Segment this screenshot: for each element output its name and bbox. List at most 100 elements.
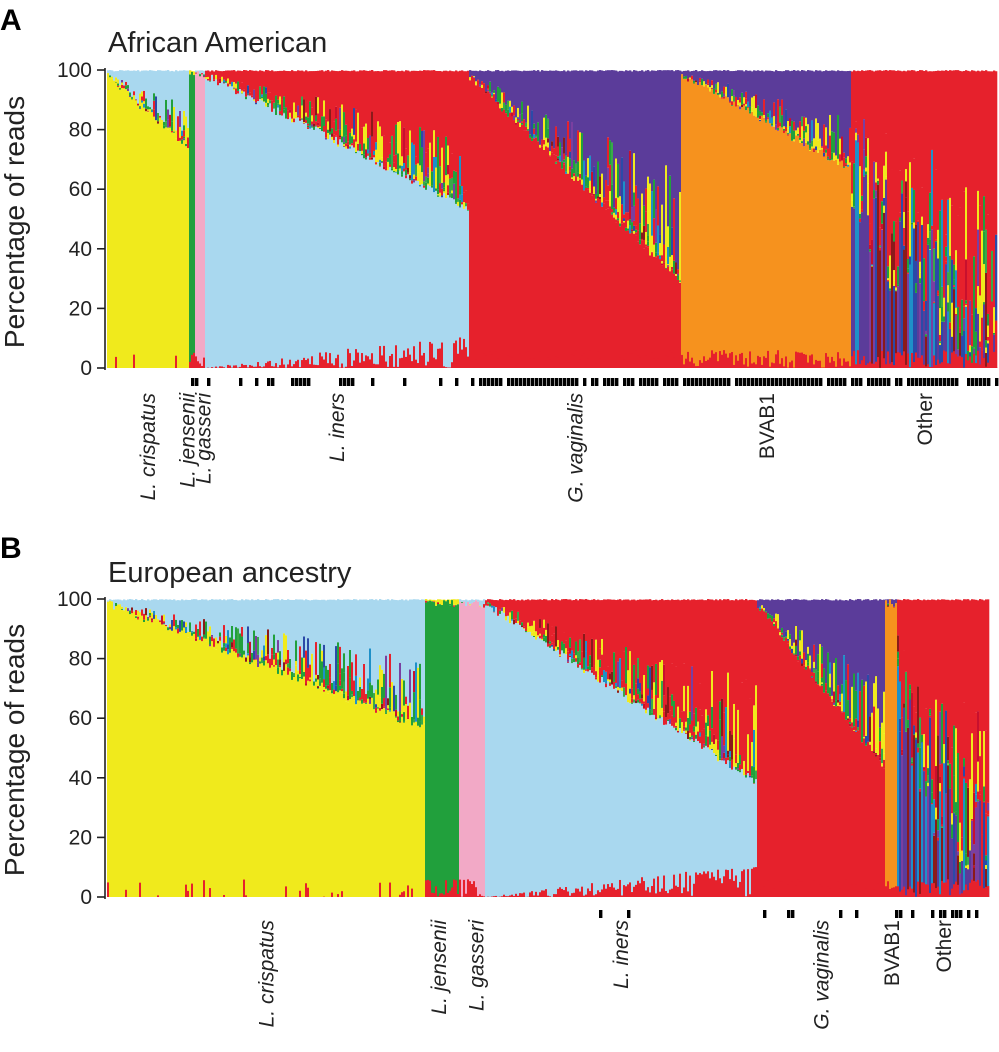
bar-segment	[379, 710, 382, 897]
bar-segment	[975, 71, 978, 309]
bar-segment	[913, 599, 916, 707]
bar-segment-minor	[817, 890, 820, 897]
bar-segment	[365, 159, 368, 368]
bar-segment	[347, 599, 350, 666]
bar-segment	[379, 126, 382, 160]
bar-segment-minor	[299, 367, 302, 368]
bar-segment	[427, 601, 430, 897]
bar-segment	[447, 194, 450, 368]
bar-segment	[841, 684, 844, 694]
bar-segment	[715, 83, 718, 90]
bar-segment	[617, 661, 620, 688]
bar-segment	[597, 681, 600, 897]
bar-segment	[853, 600, 856, 674]
bar-segment	[187, 148, 190, 368]
bar-segment	[167, 109, 170, 120]
bar-segment-minor	[727, 870, 730, 897]
bar-segment-minor	[199, 363, 202, 368]
bar-segment	[185, 626, 188, 633]
bar-segment	[255, 70, 258, 103]
bar-segment-minor	[733, 364, 736, 368]
bar-segment	[961, 71, 964, 300]
bar-segment	[351, 143, 354, 146]
bar-segment-minor	[961, 357, 964, 368]
bar-segment	[611, 212, 614, 215]
bar-segment	[935, 807, 938, 818]
bar-segment	[833, 691, 836, 703]
bar-segment	[771, 70, 774, 118]
bar-segment	[461, 194, 464, 203]
bar-segment	[375, 689, 378, 705]
bar-segment	[399, 662, 402, 712]
bar-segment-minor	[835, 884, 838, 897]
bar-segment-minor	[389, 355, 392, 368]
bar-segment	[265, 660, 268, 662]
bar-segment	[823, 124, 826, 153]
bar-segment	[915, 737, 918, 740]
bar-segment	[927, 71, 930, 225]
bar-segment	[383, 166, 386, 170]
sample-marker	[923, 378, 927, 386]
bar-segment-minor	[279, 365, 282, 368]
bar-segment	[807, 662, 810, 665]
bar-segment	[691, 71, 694, 76]
bar-segment	[407, 70, 410, 133]
bar-segment-minor	[367, 356, 370, 368]
bar-segment	[889, 599, 892, 897]
bar-segment	[793, 141, 796, 368]
bar-segment	[917, 599, 920, 687]
bar-segment	[423, 185, 426, 188]
bar-segment	[915, 739, 918, 897]
bar-segment	[969, 600, 972, 716]
bar-segment	[809, 148, 812, 150]
bar-segment	[115, 82, 118, 369]
bar-segment	[355, 675, 358, 705]
bar-segment	[227, 78, 230, 84]
bar-segment	[617, 197, 620, 213]
bar-segment-minor	[437, 348, 440, 368]
bar-segment	[819, 138, 822, 149]
bar-segment	[319, 681, 322, 686]
bar-segment	[141, 96, 144, 101]
bar-segment	[285, 118, 288, 369]
bar-segment-minor	[337, 354, 340, 368]
bar-segment	[535, 137, 538, 368]
bar-segment	[265, 87, 268, 94]
bar-segment	[875, 182, 878, 191]
bar-segment	[935, 766, 938, 808]
bar-segment	[495, 101, 498, 369]
bar-segment	[863, 599, 866, 686]
bar-segment	[959, 852, 962, 862]
bar-segment-minor	[543, 364, 546, 368]
bar-segment	[659, 599, 662, 663]
bar-segment	[493, 95, 496, 369]
bar-segment	[211, 74, 214, 368]
bar-segment	[375, 710, 378, 713]
bar-segment	[203, 638, 206, 897]
bar-segment	[865, 735, 868, 744]
bar-segment	[647, 223, 650, 236]
sample-marker	[795, 378, 799, 386]
bar-segment	[861, 679, 864, 743]
bar-segment	[475, 81, 478, 86]
bar-segment	[141, 609, 144, 616]
bar-segment	[615, 682, 618, 686]
bar-segment-minor	[709, 878, 712, 897]
bar-segment	[579, 70, 582, 133]
bar-segment	[633, 220, 636, 226]
bar-segment	[233, 81, 236, 88]
bar-segment	[895, 290, 898, 292]
bar-segment	[687, 717, 690, 731]
bar-segment	[307, 123, 310, 126]
bar-segment	[463, 601, 466, 897]
bar-segment	[393, 70, 396, 156]
bar-segment	[417, 717, 420, 726]
bar-segment	[959, 70, 962, 208]
bar-segment	[559, 656, 562, 897]
bar-segment	[483, 83, 486, 94]
bar-segment	[553, 650, 556, 652]
bar-segment	[217, 85, 220, 368]
bar-segment	[689, 600, 692, 712]
bar-segment	[359, 599, 362, 678]
bar-segment	[925, 334, 928, 337]
